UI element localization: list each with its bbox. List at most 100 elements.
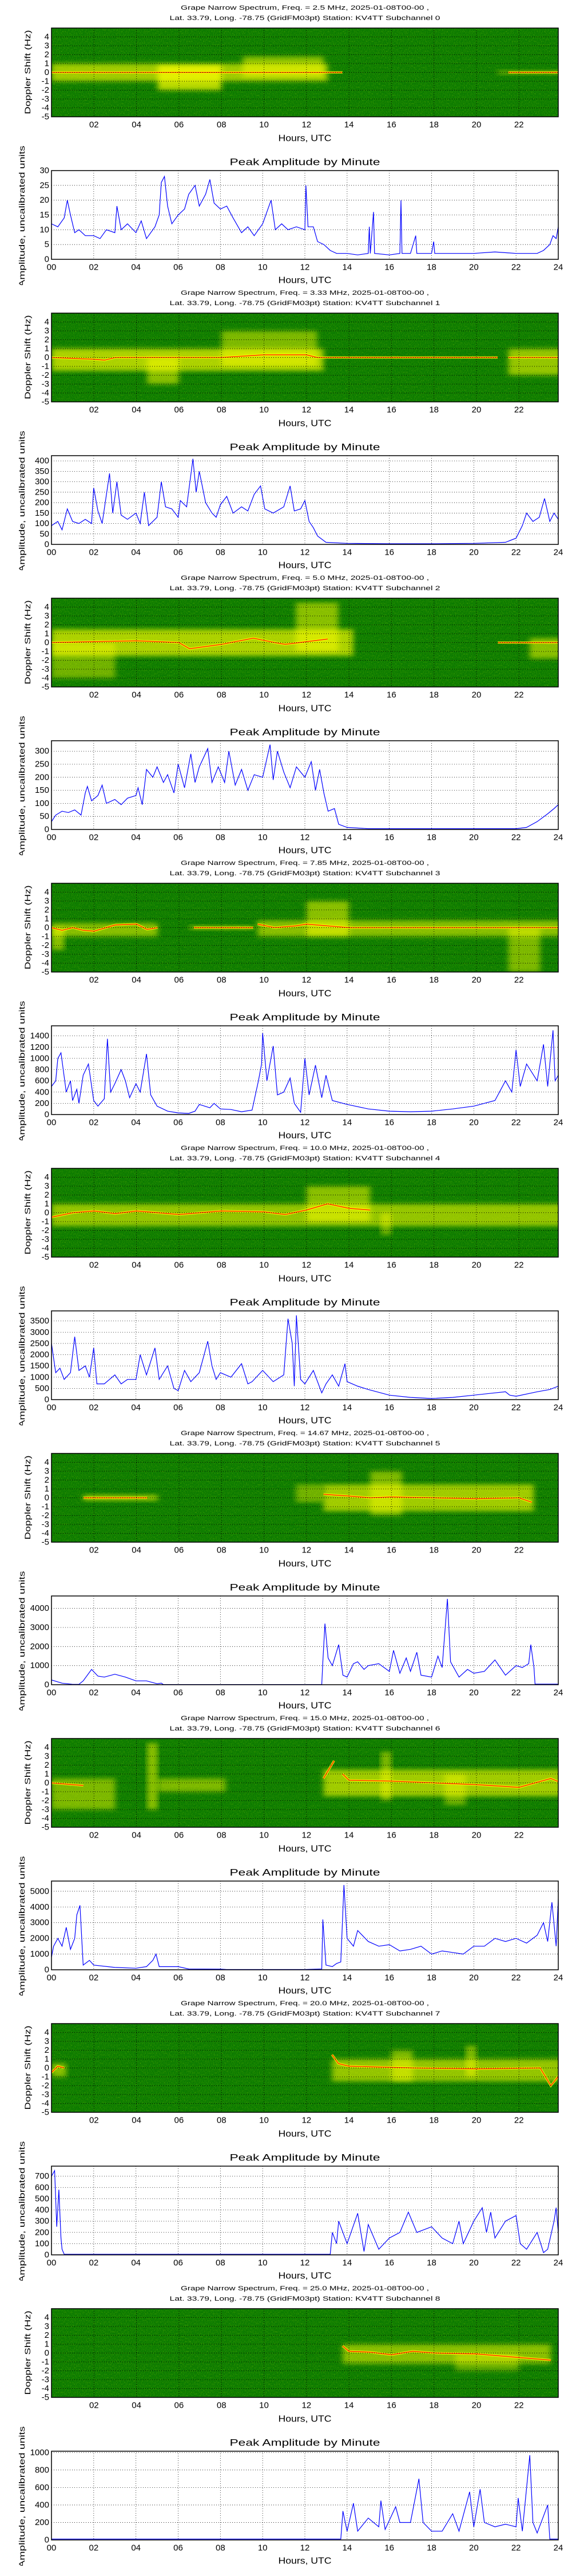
amplitude-x-tick-label: 24 — [554, 833, 563, 843]
spectrogram-x-tick-label-group: 08 — [217, 1546, 227, 1555]
amplitude-y-tick-label-group: 400 — [35, 2205, 49, 2215]
amplitude-x-tick-label-group: 18 — [427, 2543, 436, 2553]
amplitude-x-tick-label: 12 — [300, 1118, 310, 1128]
spectrogram-x-tick-label: 12 — [301, 120, 311, 130]
spectrogram-x-tick-label-group: 16 — [387, 975, 396, 985]
amplitude-x-tick-label: 06 — [173, 548, 183, 558]
spectrogram-y-tick-label-group: -3 — [42, 950, 49, 959]
amplitude-series-line — [51, 459, 558, 544]
amplitude-y-tick-label: 0 — [45, 825, 49, 835]
amplitude-y-tick-label: 600 — [35, 2483, 49, 2492]
amplitude-x-tick-label: 22 — [511, 833, 521, 843]
amplitude-x-tick-label-group: 08 — [216, 1688, 225, 1698]
amplitude-x-tick-label: 20 — [469, 1118, 479, 1128]
amplitude-x-tick-label-group: 16 — [384, 2543, 394, 2553]
amplitude-x-tick-label: 18 — [427, 1973, 436, 1983]
spectrogram-x-axis-label-group: Hours, UTC — [279, 1559, 332, 1569]
amplitude-x-tick-label-group: 04 — [131, 1118, 141, 1128]
spectrogram-y-tick-label: -4 — [42, 388, 49, 398]
amplitude-x-tick-label-group: 08 — [216, 548, 225, 558]
spectrogram-y-tick-label-group: -1 — [42, 647, 49, 657]
spectrogram-x-axis-label: Hours, UTC — [279, 419, 332, 429]
spectrogram-x-tick-label-group: 20 — [472, 975, 482, 985]
amplitude-x-tick-label: 14 — [342, 1403, 352, 1413]
spectrogram-y-tick-label-group: 1 — [45, 2055, 49, 2064]
amplitude-y-tick-label: 50 — [39, 812, 49, 821]
spectrogram-y-tick-label-group: 2 — [45, 1190, 49, 1200]
spectrogram-title-line2: Lat. 33.79, Long. -78.75 (GridFM03pt) St… — [170, 2296, 440, 2302]
amplitude-x-tick-label: 00 — [47, 1688, 57, 1698]
spectrogram-frame — [51, 598, 559, 688]
amplitude-y-tick-label-group: 1000 — [30, 1372, 49, 1382]
amplitude-y-tick-label-group: 0 — [45, 1110, 49, 1120]
spectrogram-y-axis-label: Doppler Shift (Hz) — [23, 1171, 32, 1255]
spectrogram-y-tick-label-group: -2 — [42, 655, 49, 665]
spectrogram-y-tick-label: -2 — [42, 1511, 49, 1520]
carrier-trace-0 — [51, 1782, 84, 1786]
amplitude-x-tick-label-group: 12 — [300, 1688, 310, 1698]
spectrogram-y-tick-label: -5 — [42, 2108, 49, 2117]
spectrogram-y-tick-label-group: 2 — [45, 335, 49, 345]
amplitude-series-line — [51, 1598, 558, 1685]
amplitude-x-tick-label-group: 10 — [258, 1973, 268, 1983]
spectrogram-plot-area — [51, 28, 558, 117]
amplitude-plot-area — [51, 1026, 558, 1115]
spectrogram-x-tick-label: 06 — [174, 1831, 184, 1840]
amplitude-x-tick-label: 08 — [216, 1973, 225, 1983]
amplitude-y-tick-label: 1000 — [30, 1949, 49, 1959]
amplitude-x-tick-label: 20 — [469, 548, 479, 558]
spectrogram-x-axis-label-group: Hours, UTC — [279, 2415, 332, 2424]
spectrogram-signal-region-1 — [147, 357, 179, 384]
spectrogram-y-tick-label: 4 — [45, 32, 49, 42]
amplitude-y-tick-label-group: 600 — [35, 1076, 49, 1086]
spectrogram-y-axis-label: Doppler Shift (Hz) — [23, 1456, 32, 1540]
amplitude-x-tick-label: 08 — [216, 833, 225, 843]
spectrogram-y-tick-label: -4 — [42, 1528, 49, 1538]
amplitude-x-tick-label-group: 06 — [173, 548, 183, 558]
spectrogram-x-tick-label-group: 18 — [429, 405, 439, 415]
spectrogram-x-tick-label: 02 — [89, 405, 99, 415]
spectrogram-y-axis-label-group: Doppler Shift (Hz) — [23, 2026, 32, 2110]
amplitude-y-tick-label: 100 — [35, 799, 49, 808]
amplitude-x-tick-label-group: 12 — [300, 1118, 310, 1128]
amplitude-x-tick-label-group: 06 — [173, 1688, 183, 1698]
amplitude-x-axis-label: Hours, UTC — [279, 1131, 332, 1141]
spectrogram-x-tick-label-group: 02 — [89, 120, 99, 130]
amplitude-plot-area — [51, 1596, 558, 1685]
amplitude-y-tick-label: 2000 — [30, 1642, 49, 1652]
amplitude-chart-title: Peak Amplitude by Minute — [230, 1867, 380, 1878]
spectrogram-x-tick-label-group: 14 — [344, 2401, 354, 2411]
amplitude-y-tick-label-group: 20 — [39, 195, 49, 205]
amplitude-y-tick-label-group: 1000 — [30, 1661, 49, 1670]
amplitude-chart-title-group: Peak Amplitude by Minute — [230, 2152, 380, 2163]
amplitude-x-tick-label-group: 20 — [469, 1118, 479, 1128]
amplitude-x-axis-label-group: Hours, UTC — [279, 276, 332, 286]
amplitude-x-tick-label: 06 — [173, 1688, 183, 1698]
spectrogram-y-tick-label: -5 — [42, 1538, 49, 1547]
spectrogram-x-tick-label-group: 04 — [132, 690, 141, 700]
spectrogram-y-tick-label: 4 — [45, 2028, 49, 2037]
spectrogram-x-axis-label-group: Hours, UTC — [279, 1274, 332, 1284]
spectrogram-x-tick-label: 08 — [217, 975, 227, 985]
spectrogram-x-tick-label-group: 04 — [132, 2401, 141, 2411]
spectrogram-y-tick-label: -1 — [42, 1502, 49, 1512]
spectrogram-y-tick-label-group: 1 — [45, 629, 49, 639]
spectrogram-x-tick-label: 04 — [132, 405, 141, 415]
spectrogram-signal-region-2 — [157, 1778, 226, 1792]
spectrogram-x-tick-label: 18 — [429, 690, 439, 700]
amplitude-x-tick-label-group: 02 — [89, 1118, 98, 1128]
spectrogram-y-axis-label-group: Doppler Shift (Hz) — [23, 315, 32, 400]
spectrogram-y-tick-label-group: 1 — [45, 344, 49, 354]
spectrogram-x-tick-label: 02 — [89, 2401, 99, 2411]
spectrogram-y-tick-label-group: -1 — [42, 932, 49, 942]
amplitude-x-tick-label-group: 04 — [131, 548, 141, 558]
spectrogram-x-tick-label: 20 — [472, 1261, 482, 1270]
amplitude-x-tick-label: 22 — [511, 1118, 521, 1128]
amplitude-y-axis-label-group: Amplitude, uncalibrated units — [17, 1286, 26, 1426]
spectrogram-x-tick-label-group: 04 — [132, 120, 141, 130]
spectrogram-signal-region-2 — [243, 56, 324, 77]
amplitude-x-tick-label-group: 00 — [47, 1118, 57, 1128]
amplitude-x-tick-label: 14 — [342, 833, 352, 843]
amplitude-x-tick-label-group: 04 — [131, 2543, 141, 2553]
spectrogram-y-tick-label-group: -4 — [42, 1528, 49, 1538]
